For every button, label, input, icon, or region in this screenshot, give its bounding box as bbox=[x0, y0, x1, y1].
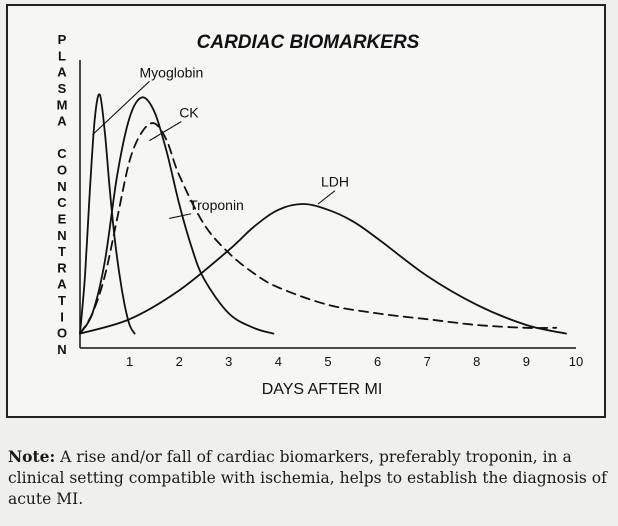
x-tick-label: 4 bbox=[275, 354, 282, 369]
x-tick-label: 6 bbox=[374, 354, 381, 369]
y-label-letter: P bbox=[58, 32, 67, 47]
chart-svg: CARDIAC BIOMARKERS DAYS AFTER MI PLASMA … bbox=[57, 32, 584, 398]
y-label-letter: E bbox=[58, 211, 67, 226]
y-label-letter: T bbox=[58, 293, 66, 308]
y-label-letter: R bbox=[57, 260, 67, 275]
y-label-letter: N bbox=[57, 342, 66, 357]
y-label-letter: I bbox=[60, 309, 64, 324]
y-label-letter: T bbox=[58, 244, 66, 259]
annotation-ck: CK bbox=[179, 105, 199, 121]
y-label-letter: S bbox=[58, 81, 67, 96]
x-tick-label: 5 bbox=[324, 354, 331, 369]
x-tick-label: 8 bbox=[473, 354, 480, 369]
note-label: Note: bbox=[8, 447, 56, 466]
x-tick-label: 2 bbox=[176, 354, 183, 369]
x-tick-label: 9 bbox=[523, 354, 530, 369]
series-line-ldh bbox=[79, 203, 567, 335]
series-layer bbox=[79, 93, 567, 335]
x-tick-labels: 1 2 3 4 5 6 7 8 9 10 bbox=[126, 354, 583, 369]
annotation-ldh: LDH bbox=[321, 174, 349, 190]
annotation-troponin: Troponin bbox=[189, 197, 244, 213]
annotation-myoglobin: Myoglobin bbox=[140, 64, 204, 80]
y-label-letter: A bbox=[57, 114, 67, 129]
x-tick-label: 1 bbox=[126, 354, 133, 369]
annotation-layer: Myoglobin CK Troponin LDH bbox=[92, 64, 349, 219]
x-tick-label: 7 bbox=[424, 354, 431, 369]
y-label-letter: C bbox=[57, 195, 67, 210]
series-line-myoglobin bbox=[79, 93, 136, 335]
chart-title: CARDIAC BIOMARKERS bbox=[197, 32, 420, 53]
annotation-leader-myoglobin bbox=[92, 80, 150, 136]
y-label-letter: A bbox=[57, 277, 67, 292]
y-label-letter: N bbox=[57, 179, 66, 194]
note-paragraph: Note: A rise and/or fall of cardiac biom… bbox=[8, 446, 614, 510]
x-tick-label: 10 bbox=[569, 354, 583, 369]
axes bbox=[79, 60, 576, 349]
y-label-letter: L bbox=[58, 48, 66, 63]
annotation-leader-ck bbox=[149, 121, 182, 142]
x-tick-label: 3 bbox=[225, 354, 232, 369]
annotation-leader-ldh bbox=[317, 190, 336, 205]
y-label-letter: M bbox=[57, 97, 68, 112]
series-line-ck bbox=[79, 96, 275, 335]
y-label-letter: C bbox=[57, 146, 67, 161]
x-axis-label: DAYS AFTER MI bbox=[262, 381, 383, 398]
note-text: A rise and/or fall of cardiac biomarkers… bbox=[8, 448, 607, 508]
series-line-troponin bbox=[79, 122, 558, 335]
y-label-letter: O bbox=[57, 163, 67, 178]
y-label-letter: A bbox=[57, 65, 67, 80]
annotation-leader-troponin bbox=[169, 213, 192, 219]
y-label-letter: N bbox=[57, 228, 66, 243]
y-label-letter: O bbox=[57, 326, 67, 341]
